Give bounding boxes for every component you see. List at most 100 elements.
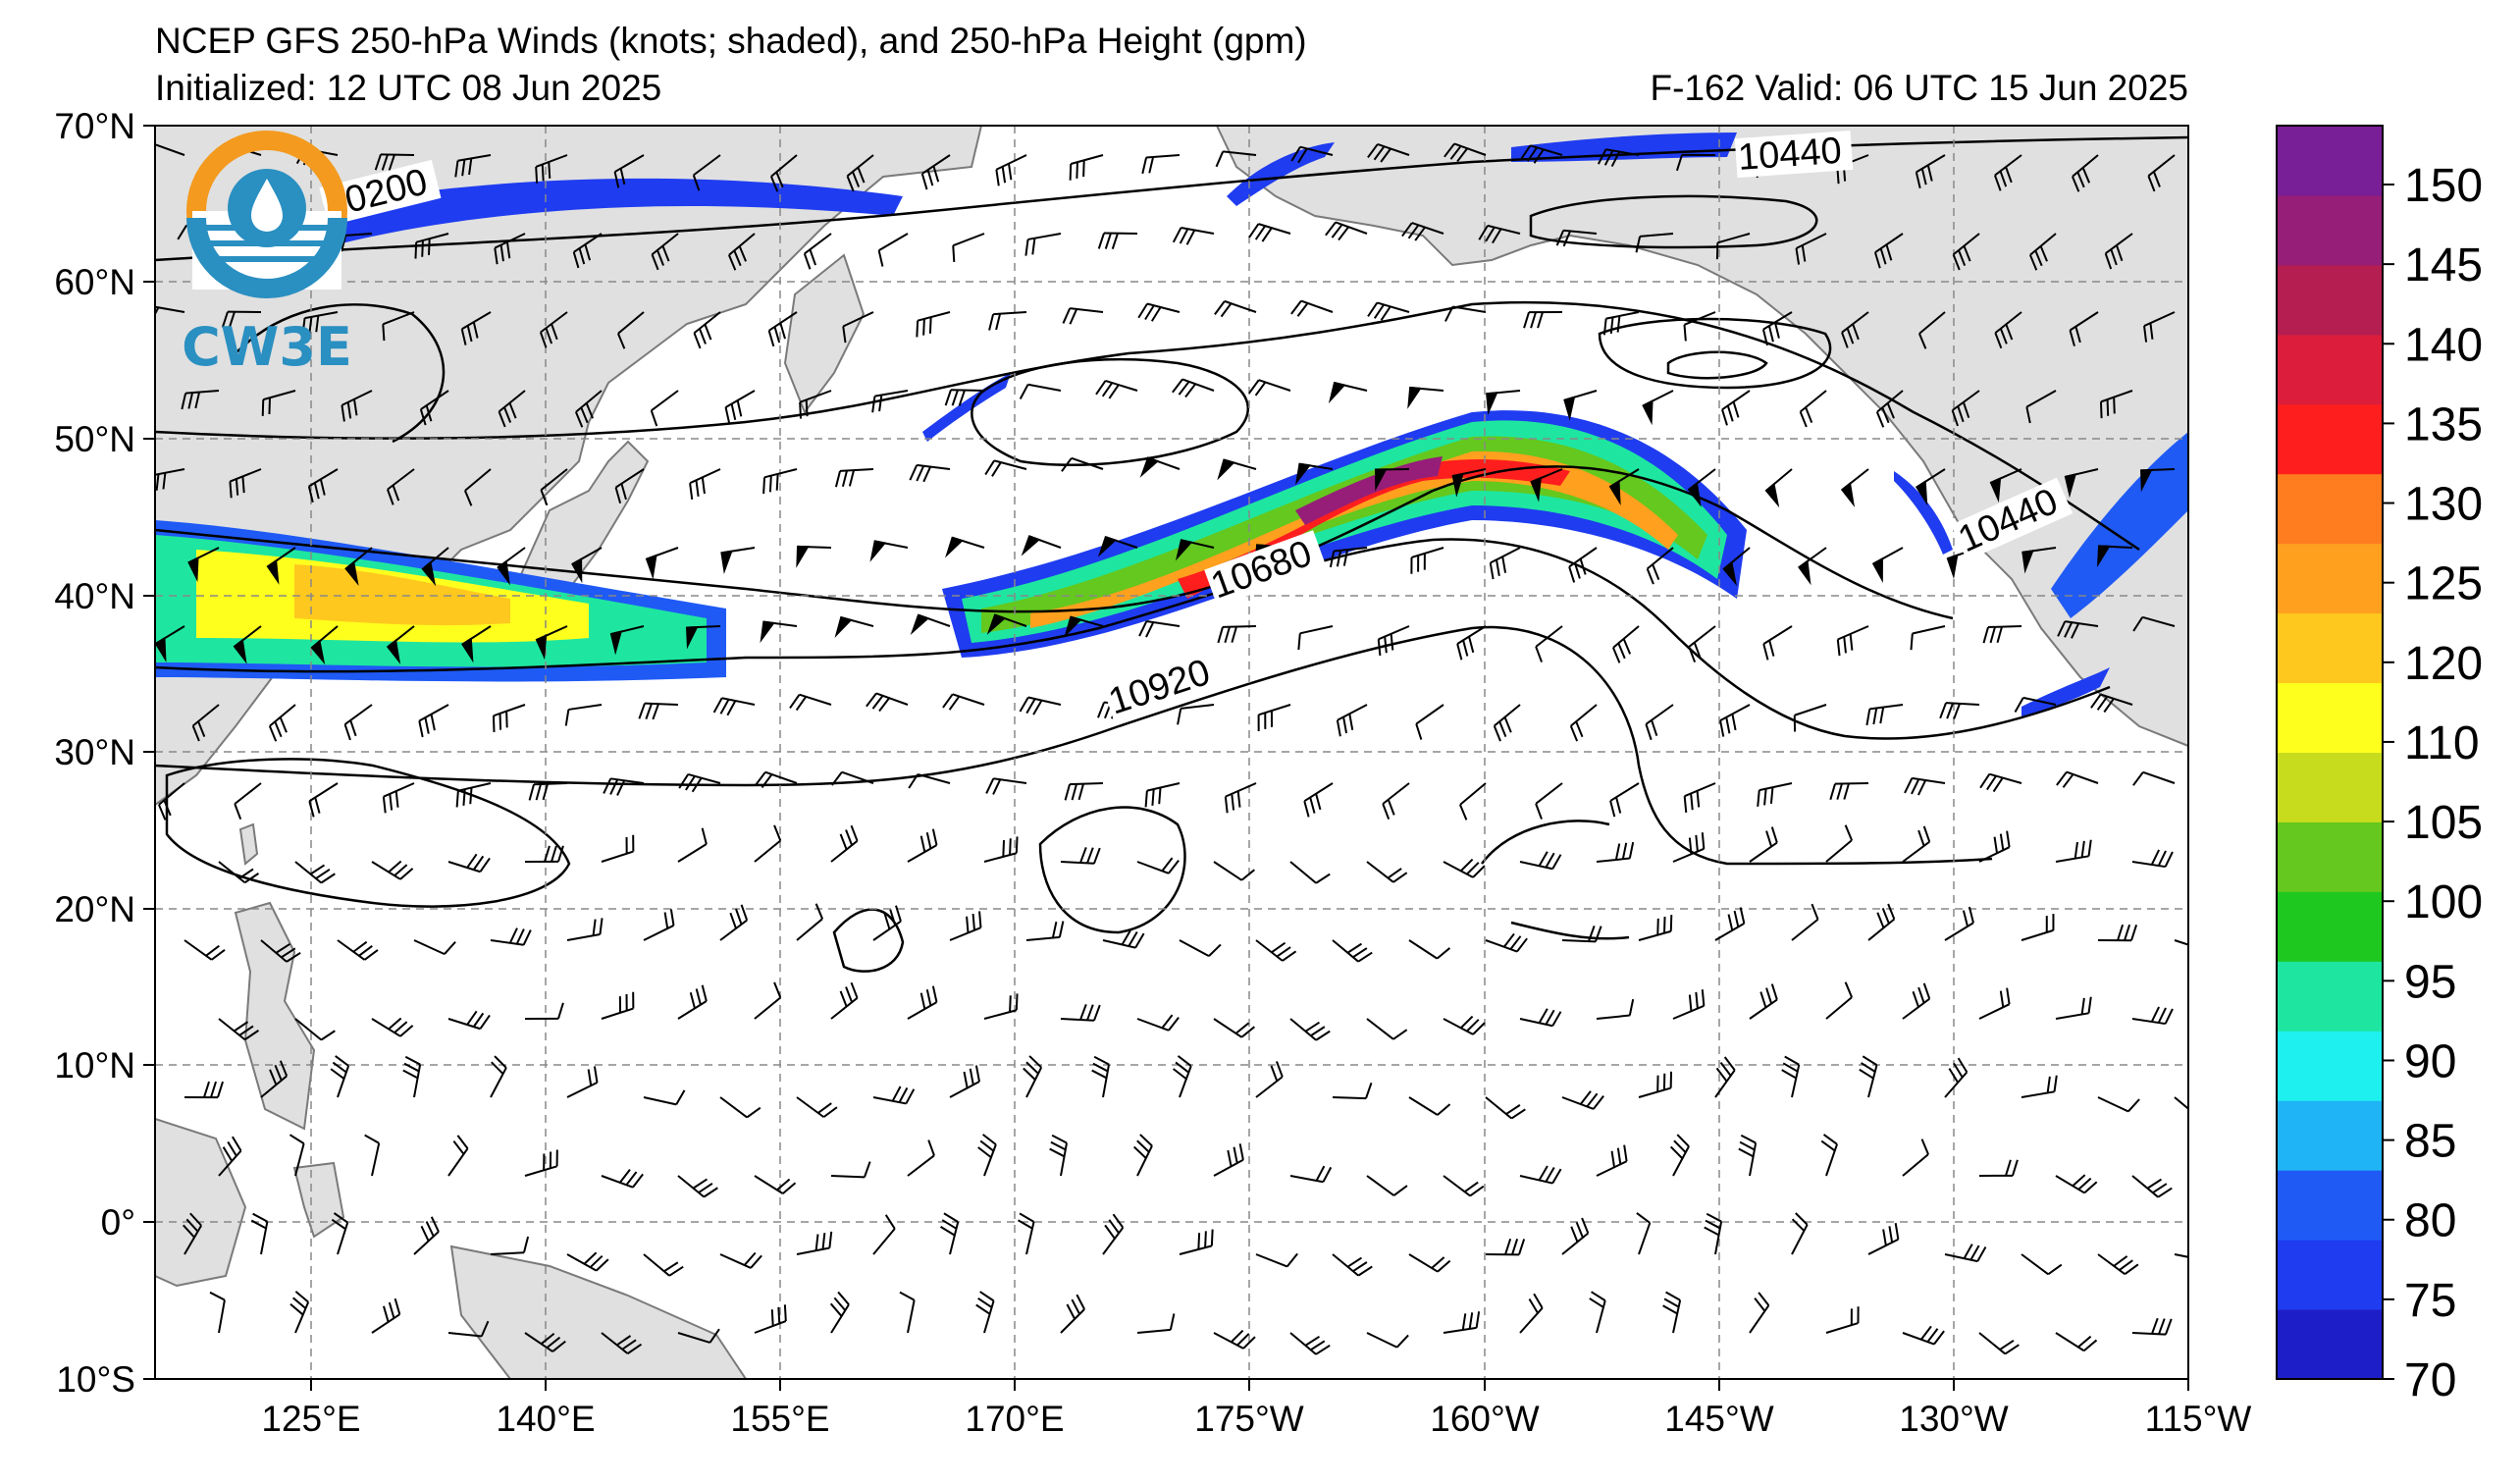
colorbar-tick-label: 125	[2404, 558, 2483, 610]
wind-barb	[872, 1214, 896, 1255]
wind-barb	[310, 625, 339, 665]
wind-barb	[1139, 456, 1181, 478]
wind-barb	[2021, 547, 2057, 574]
wind-barb	[1798, 547, 1827, 586]
wind-barb	[260, 939, 301, 963]
wind-barb	[289, 1134, 305, 1177]
asia-land	[155, 126, 983, 807]
wind-barb	[1179, 939, 1222, 958]
colorbar-band	[2277, 264, 2383, 336]
wind-barb	[1091, 1055, 1111, 1098]
wind-barb	[1530, 468, 1563, 503]
wind-barb	[535, 154, 568, 184]
wind-barb	[341, 390, 373, 422]
wind-barb	[907, 828, 938, 863]
wind-barb	[1049, 1134, 1068, 1177]
wind-barb	[1635, 233, 1674, 253]
wind-barb	[846, 154, 874, 192]
colorbar-tick-label: 110	[2404, 717, 2480, 769]
wind-barb	[678, 772, 721, 793]
wind-barb	[1407, 386, 1444, 409]
wind-barb	[985, 777, 1027, 795]
wind-barb	[638, 702, 679, 720]
wind-barb	[266, 547, 296, 585]
wind-barb	[1875, 390, 1904, 428]
wind-barb	[601, 1332, 643, 1354]
wind-barb	[1136, 1313, 1176, 1334]
wind-barb	[1401, 222, 1444, 241]
wind-barb	[1486, 390, 1521, 416]
wind-barb	[1978, 1159, 2019, 1177]
wind-barb	[571, 547, 603, 584]
wind-barb	[260, 1060, 289, 1098]
wind-barb	[831, 770, 874, 786]
wind-barb	[1762, 625, 1793, 661]
colorbar: 70 75 80 85 90 95 100 105 110 120 125 130 135 140 145 1…	[2276, 125, 2483, 1406]
wind-barb	[1097, 232, 1138, 249]
wind-barb	[1915, 468, 1946, 506]
wind-barb	[1722, 547, 1751, 587]
wind-barb	[1563, 390, 1598, 421]
height-contours	[155, 135, 2188, 973]
wind-barb	[1918, 311, 1946, 349]
wind-barb	[1060, 1003, 1101, 1022]
wind-barb	[2131, 1175, 2173, 1198]
wind-barb	[1136, 857, 1180, 874]
colorbar-band	[2277, 1240, 2383, 1310]
wind-barb	[1519, 1165, 1562, 1185]
wind-barb	[184, 939, 226, 961]
wind-barb	[155, 305, 185, 317]
wind-barb	[983, 836, 1019, 863]
wind-barb	[719, 1251, 762, 1269]
wind-barb	[566, 1066, 599, 1098]
wind-barb	[1520, 144, 1563, 164]
wind-barb	[1993, 154, 2022, 191]
wind-barb	[834, 468, 874, 488]
wind-barb	[724, 390, 756, 424]
wind-barb	[1451, 468, 1487, 498]
wind-barb	[830, 824, 859, 863]
lat-label: 60°N	[54, 262, 135, 302]
wind-barb	[1519, 851, 1562, 871]
wind-barb	[601, 834, 635, 863]
wind-barb	[1255, 1252, 1298, 1268]
wind-barb	[754, 824, 782, 863]
wind-barb	[1939, 702, 1980, 719]
wind-barb	[1443, 858, 1486, 878]
wind-barb	[524, 1002, 564, 1020]
wind-shading-layer	[155, 132, 2188, 716]
wind-barb	[1825, 1306, 1860, 1334]
colorbar-tick-label: 75	[2404, 1275, 2456, 1327]
lon-label: 175°W	[1194, 1399, 1304, 1439]
new-guinea-land	[449, 1245, 748, 1379]
wind-barb	[755, 770, 798, 789]
wind-barb	[1456, 625, 1487, 661]
colorbar-tick-label: 80	[2404, 1195, 2456, 1247]
wind-barb	[1214, 299, 1257, 318]
wind-barb	[1561, 1090, 1604, 1110]
wind-barb	[307, 468, 339, 503]
wind-barb	[1749, 983, 1778, 1020]
wind-barb	[1675, 153, 1716, 172]
wind-barb	[539, 311, 568, 348]
logo-text: CW3E	[182, 316, 352, 378]
wind-barb	[250, 1212, 269, 1255]
wind-barb	[872, 1086, 916, 1105]
wind-barb	[564, 704, 603, 726]
wind-barb	[1366, 1332, 1409, 1349]
wind-barb	[1568, 547, 1598, 583]
wind-barb	[218, 1018, 260, 1041]
wind-barb	[614, 468, 645, 504]
colorbar-tick-label: 150	[2404, 160, 2483, 212]
wind-barb	[382, 311, 415, 342]
wind-barb	[191, 704, 220, 742]
wind-barb	[1902, 825, 1931, 863]
wind-barb	[689, 468, 721, 500]
wind-barb	[2064, 468, 2099, 499]
wind-barb	[402, 1055, 422, 1098]
wind-barb	[2028, 233, 2057, 271]
wind-barb	[308, 782, 339, 818]
contour-label-10440-north: 10440	[1737, 131, 1843, 179]
wind-barb	[1213, 1143, 1244, 1177]
